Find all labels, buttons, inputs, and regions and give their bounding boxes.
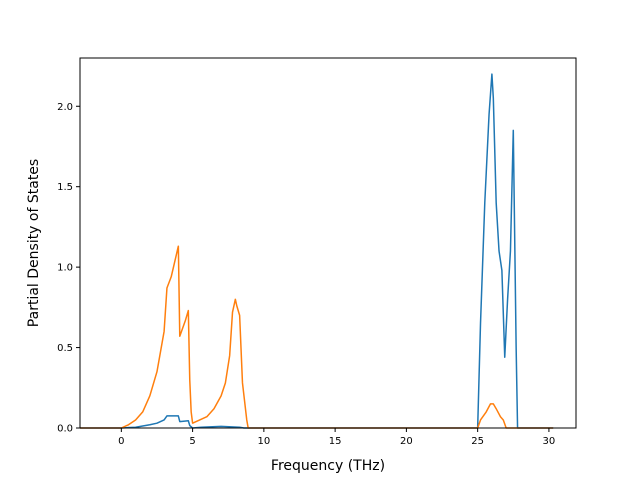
y-axis-ticks: 0.0 0.5 1.0 1.5 2.0 — [57, 102, 80, 435]
x-tick-label: 0 — [118, 436, 124, 447]
y-tick-label: 1.0 — [57, 263, 73, 274]
x-axis-label: Frequency (THz) — [271, 458, 385, 474]
plot-area-frame — [79, 57, 577, 429]
y-tick-label: 1.5 — [57, 182, 73, 193]
y-axis-label: Partial Density of States — [26, 159, 42, 327]
x-tick-label: 20 — [400, 436, 413, 447]
series-line-2 — [80, 245, 554, 429]
x-tick-label: 25 — [471, 436, 484, 447]
y-tick-label: 0.0 — [57, 424, 73, 435]
x-tick-label: 15 — [329, 436, 342, 447]
x-tick-label: 30 — [543, 436, 556, 447]
y-tick-label: 0.5 — [57, 343, 73, 354]
x-axis-ticks: 0 5 10 15 20 25 30 — [118, 428, 555, 447]
x-tick-label: 10 — [257, 436, 270, 447]
y-tick-label: 2.0 — [57, 102, 73, 113]
x-tick-label: 5 — [189, 436, 195, 447]
